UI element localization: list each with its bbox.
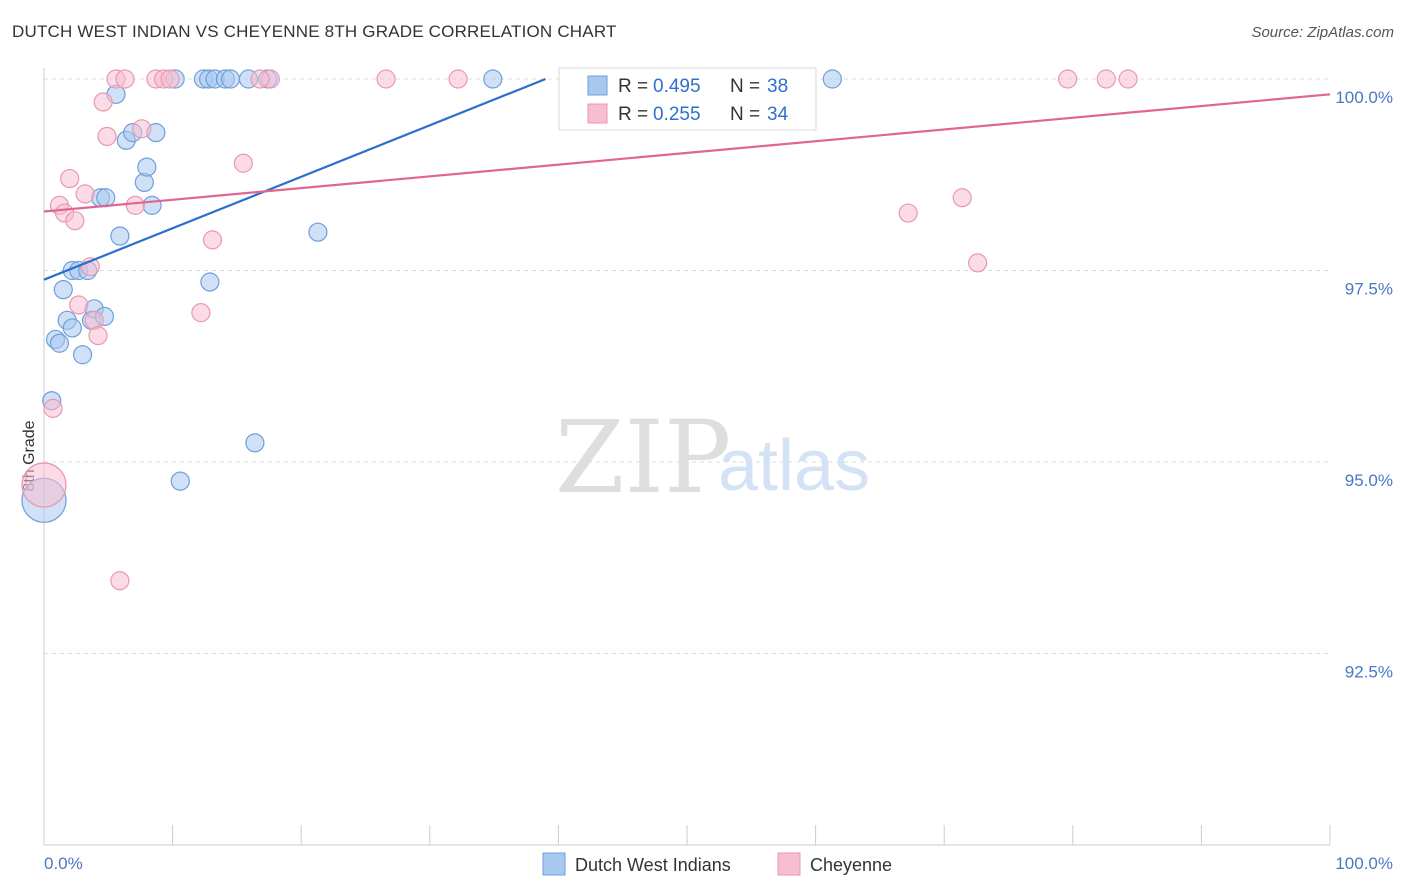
- dutch-west-indians-point-37: [822, 69, 842, 89]
- dutch-west-indians-point-6: [62, 318, 82, 338]
- legend-label-cheyenne: Cheyenne: [810, 855, 892, 875]
- cheyenne-point-14: [110, 571, 130, 591]
- cheyenne-point-27: [898, 203, 918, 223]
- cheyenne-point-16: [125, 195, 145, 215]
- stats-r-value-pink: 0.255: [653, 104, 701, 125]
- watermark-zip: ZIP: [555, 399, 731, 516]
- y-tick-label-0: 92.5%: [1345, 663, 1393, 682]
- stats-legend-swatch-pink: [587, 103, 608, 124]
- dutch-west-indians-point-35: [308, 222, 328, 242]
- cheyenne-point-26: [448, 69, 468, 89]
- dutch-west-indians-point-4: [53, 280, 73, 300]
- x-ticks: [43, 825, 1331, 845]
- cheyenne-point-33: [250, 69, 270, 89]
- cheyenne-point-32: [1118, 69, 1138, 89]
- cheyenne-point-10: [88, 326, 108, 346]
- trend-line-cheyenne: [43, 93, 1331, 213]
- y-tick-label-3: 100.0%: [1335, 88, 1393, 107]
- cheyenne-point-30: [1058, 69, 1078, 89]
- cheyenne-point-17: [132, 119, 152, 139]
- cheyenne-point-21: [191, 303, 211, 323]
- stats-n-value-pink: 34: [767, 104, 789, 125]
- y-tick-labels: 92.5% 95.0% 97.5% 100.0%: [1335, 88, 1393, 682]
- dutch-west-indians-point-31: [220, 69, 241, 89]
- cheyenne-point-11: [93, 92, 113, 112]
- stats-legend-swatch-blue: [587, 75, 608, 96]
- cheyenne-point-6: [69, 295, 89, 315]
- source-label: Source: ZipAtlas.com: [1251, 24, 1394, 41]
- cheyenne-point-15: [115, 69, 135, 89]
- cheyenne-point-0: [21, 462, 67, 508]
- dutch-west-indians-point-15: [96, 188, 116, 208]
- cheyenne-point-12: [97, 126, 117, 147]
- legend-label-dutch-west-indians: Dutch West Indians: [575, 855, 731, 875]
- cheyenne-point-23: [233, 153, 253, 173]
- stats-legend: R = 0.495 N = 38 R = 0.255 N = 34: [558, 67, 817, 131]
- stats-n-label-pink: N =: [730, 104, 760, 125]
- cheyenne-point-31: [1096, 69, 1116, 89]
- dutch-west-indians-point-28: [200, 272, 220, 292]
- stats-n-value-blue: 38: [767, 76, 788, 97]
- legend-swatch-cheyenne: [777, 852, 801, 876]
- stats-n-label-blue: N =: [730, 76, 760, 97]
- stats-r-label-blue: R =: [618, 76, 648, 97]
- dutch-west-indians-point-21: [137, 157, 157, 177]
- dutch-west-indians-point-25: [170, 471, 190, 491]
- bottom-legend: Dutch West Indians Cheyenne: [542, 852, 892, 876]
- y-tick-label-2: 97.5%: [1345, 280, 1393, 299]
- dutch-west-indians-point-9: [72, 345, 93, 365]
- cheyenne-point-20: [160, 69, 180, 89]
- trend-lines: [43, 77, 1331, 281]
- dutch-west-indians-point-17: [110, 226, 130, 246]
- cheyenne-point-29: [968, 253, 988, 273]
- cheyenne-point-28: [952, 188, 972, 208]
- y-tick-label-1: 95.0%: [1345, 471, 1393, 490]
- x-tick-label-min: 0.0%: [44, 854, 83, 873]
- chart-title: DUTCH WEST INDIAN VS CHEYENNE 8TH GRADE …: [12, 22, 617, 41]
- dutch-west-indians-point-33: [245, 433, 265, 453]
- cheyenne-point-22: [202, 230, 223, 250]
- dutch-west-indians-point-22: [142, 195, 162, 215]
- cheyenne-point-7: [75, 184, 95, 204]
- x-tick-label-max: 100.0%: [1335, 854, 1393, 873]
- cheyenne-point-1: [43, 398, 63, 418]
- cheyenne-point-4: [60, 168, 80, 189]
- dutch-west-indians-point-36: [483, 69, 503, 89]
- dutch-west-indians-point-3: [49, 333, 70, 353]
- cheyenne-point-25: [376, 69, 396, 89]
- cheyenne-point-5: [65, 211, 85, 231]
- trend-line-dutch-west-indians: [43, 77, 546, 281]
- legend-swatch-dutch-west-indians: [542, 852, 566, 876]
- stats-r-value-blue: 0.495: [653, 76, 701, 97]
- watermark-atlas: atlas: [718, 426, 870, 506]
- stats-r-label-pink: R =: [618, 104, 648, 125]
